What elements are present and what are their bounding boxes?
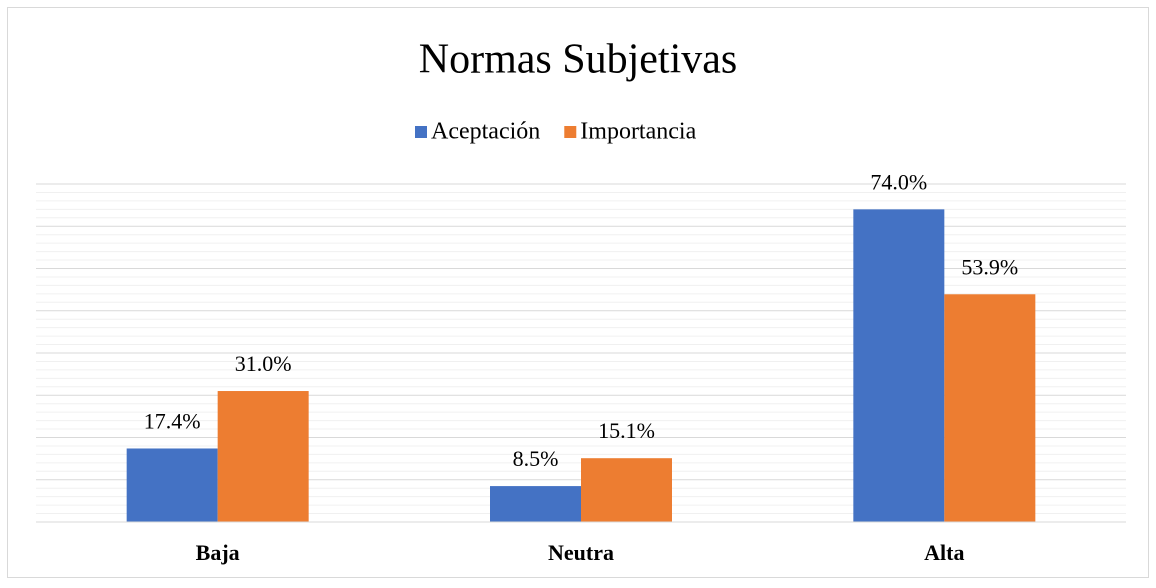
legend-label: Importancia [580,119,696,145]
bar [126,448,218,522]
chart-title: Normas Subjetivas [419,37,737,83]
legend-swatch [564,126,577,138]
bar [853,209,945,522]
data-label: 31.0% [235,351,292,376]
bar [217,391,309,522]
data-label: 15.1% [598,418,655,443]
data-label: 8.5% [513,446,559,471]
data-label: 17.4% [144,409,201,434]
x-tick-label: Baja [196,540,240,565]
x-tick-label: Alta [924,540,964,565]
legend-label: Aceptación [431,119,540,145]
legend-swatch [415,126,427,138]
bar [581,458,672,522]
data-label: 53.9% [961,254,1018,279]
x-tick-label: Neutra [548,540,614,565]
data-label: 74.0% [870,169,927,194]
bar [944,294,1036,522]
bar [490,486,581,522]
